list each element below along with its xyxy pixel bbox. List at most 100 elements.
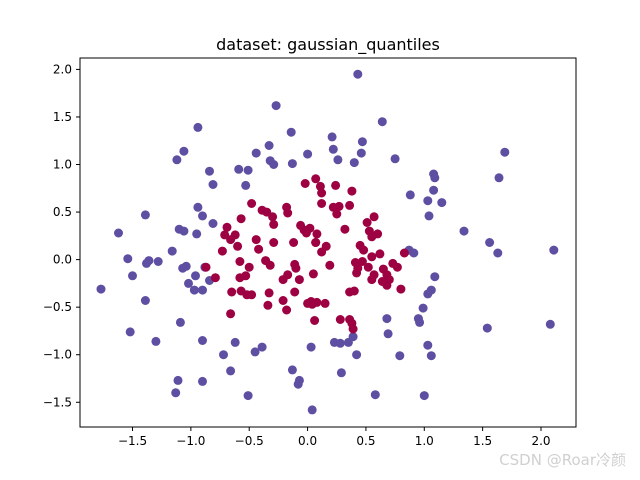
scatter-point [423,196,433,206]
scatter-point [359,245,369,255]
scatter-point [208,219,218,228]
y-tick-label: 2.0 [53,62,72,76]
scatter-point [373,229,383,239]
scatter-point [153,257,163,266]
x-tick-label: 2.0 [531,434,550,448]
scatter-point [396,284,406,294]
scatter-point [340,224,350,234]
scatter-point [269,238,279,247]
scatter-point [332,209,342,219]
scatter-point [114,228,123,238]
scatter-point [320,298,330,308]
scatter-point [230,230,240,240]
scatter-point [395,351,405,361]
scatter-point [271,101,281,111]
scatter-point [264,141,274,150]
scatter-point [423,340,433,350]
scatter-point [325,260,335,270]
scatter-point [290,287,300,297]
scatter-point [363,262,373,272]
scatter-point [283,270,293,280]
scatter-point [352,268,362,278]
scatter-point [294,275,304,285]
scatter-point [264,288,274,298]
scatter-point [278,296,288,305]
scatter-point [494,173,504,183]
scatter-point [375,249,385,259]
scatter-point [269,160,279,169]
scatter-point [418,303,428,313]
scatter-point [219,350,228,360]
scatter-point [230,337,240,347]
scatter-point [171,388,181,398]
scatter-point [335,315,345,324]
scatter-point [286,127,296,137]
scatter-point [151,336,161,346]
scatter-point [128,271,137,281]
scatter-point [334,201,344,211]
scatter-point [236,214,246,224]
x-tick-label: −1.0 [176,434,205,448]
y-tick-label: 1.5 [53,110,72,124]
x-tick-label: 0.5 [356,434,375,448]
scatter-point [234,164,244,174]
scatter-point [500,147,510,157]
scatter-point [198,376,207,386]
scatter-point [312,229,322,239]
scatter-point [307,299,317,309]
scatter-point [430,272,440,282]
scatter-point [300,179,310,188]
x-tick-label: −0.5 [235,434,264,448]
scatter-point [243,391,253,401]
y-tick-label: 0.0 [53,253,72,267]
scatter-point [392,262,402,272]
scatter-point [482,323,492,333]
scatter-point [222,222,232,232]
scatter-point [328,144,338,154]
plot-frame [79,57,577,428]
scatter-point [189,285,199,295]
y-axis-ticks: −1.5 −1.0 −0.5 0.0 0.5 1.0 1.5 2.0 [43,62,80,409]
scatter-point [335,338,345,348]
scatter-point [251,235,261,245]
scatter-point [172,155,182,165]
scatter-point [205,166,214,176]
scatter-point [282,305,292,315]
scatter-point [179,146,189,156]
scatter-point [311,238,321,247]
scatter-point [184,278,193,288]
scatter-point [545,319,555,329]
scatter-point [142,258,151,268]
scatter-point [233,241,243,251]
scatter-point [178,263,188,273]
scatter-point [287,159,297,169]
scatter-point [227,287,237,297]
scatter-point [179,226,189,236]
scatter-point [247,290,257,300]
scatter-point [405,190,415,200]
scatter-point [241,271,251,281]
watermark: CSDN @Roar冷颜 [499,451,626,469]
scatter-point [201,262,211,272]
scatter-point [265,260,275,270]
scatter-point [383,329,393,339]
scatter-point [226,366,236,376]
scatter-point [437,198,447,208]
scatter-point [307,405,317,415]
scatter-point [251,148,261,158]
scatter-point [191,271,200,281]
scatter-point [193,202,203,212]
scatter-point [549,245,559,255]
x-tick-label: 1.5 [473,434,492,448]
scatter-point [345,200,355,210]
scatter-point [293,379,303,389]
scatter-point [193,122,203,132]
scatter-point [390,154,400,164]
scatter-point [217,246,227,256]
scatter-point [485,238,495,247]
points-layer [96,69,559,415]
scatter-point [250,347,260,357]
scatter-point [287,365,297,375]
scatter-point [291,263,301,273]
scatter-point [493,248,503,258]
